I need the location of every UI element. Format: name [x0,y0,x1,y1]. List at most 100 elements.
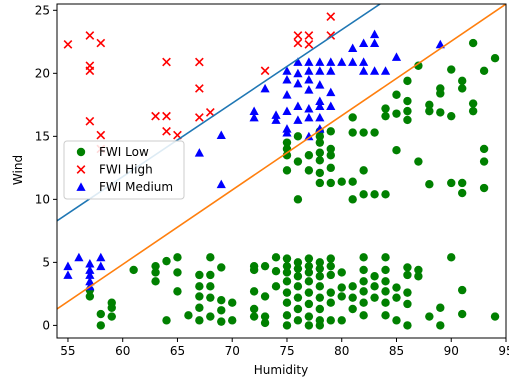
point-fwi-low [293,132,303,141]
point-fwi-low [359,253,368,262]
point-fwi-low [381,253,390,262]
point-fwi-low [436,108,445,117]
point-fwi-low [173,253,182,262]
point-fwi-low [151,261,160,271]
legend-box [63,140,185,200]
point-fwi-medium [63,270,73,279]
point-fwi-low [414,272,423,281]
point-fwi-medium [315,96,325,105]
point-fwi-medium [348,57,358,66]
point-fwi-low [479,66,489,76]
point-fwi-low [381,190,390,199]
point-fwi-medium [282,75,292,84]
point-fwi-low [359,190,368,199]
legend-marker-2 [76,165,86,174]
point-fwi-medium [359,66,369,75]
point-fwi-low [436,303,445,312]
point-fwi-low [479,144,489,154]
point-fwi-high [260,66,270,76]
point-fwi-low [457,76,467,86]
point-fwi-low [381,298,390,307]
point-fwi-low [457,178,467,188]
point-fwi-low [447,178,456,188]
point-fwi-low [337,316,346,325]
point-fwi-low [304,277,314,286]
point-fwi-low [468,99,478,108]
plot-clip-group [57,4,506,330]
point-fwi-low [304,288,314,297]
point-fwi-low [348,128,357,137]
point-fwi-low [304,151,314,160]
point-fwi-low [249,261,259,271]
x-axis-label: Humidity [254,363,308,377]
point-fwi-low [315,293,325,302]
point-fwi-medium [96,261,106,271]
point-fwi-low [392,293,401,302]
point-fwi-low [195,292,204,301]
point-fwi-low [228,298,237,307]
point-fwi-medium [391,52,402,61]
point-fwi-medium [348,43,358,53]
point-fwi-low [436,84,445,93]
point-fwi-low [260,312,270,321]
point-fwi-low [457,84,467,93]
point-fwi-low [403,263,412,272]
point-fwi-medium [315,57,325,66]
point-fwi-low [304,321,314,330]
point-fwi-low [392,316,401,325]
point-fwi-low [425,312,434,321]
point-fwi-low [315,168,325,178]
point-fwi-low [249,304,259,314]
point-fwi-low [403,115,412,125]
point-fwi-low [370,282,379,291]
point-fwi-low [282,311,292,320]
legend-label-2: FWI High [99,163,153,177]
point-fwi-low [468,38,478,48]
point-fwi-medium [304,104,314,113]
point-fwi-low [195,270,204,280]
point-fwi-high [96,130,106,140]
point-fwi-high [63,39,73,49]
point-fwi-low [326,261,335,271]
point-fwi-low [151,277,160,286]
legend-label-1: FWI Low [99,145,149,159]
point-fwi-low [457,309,467,319]
point-fwi-low [282,166,292,175]
point-fwi-low [195,282,204,291]
legend-label-3: FWI Medium [99,180,173,194]
point-fwi-low [304,268,314,277]
point-fwi-medium [260,83,270,93]
point-fwi-low [282,254,292,263]
point-fwi-low [425,180,434,189]
point-fwi-low [315,138,325,147]
point-fwi-high [85,116,95,126]
point-fwi-low [425,100,434,110]
point-fwi-medium [315,112,325,122]
plot-area [57,4,506,330]
point-fwi-medium [282,90,292,99]
point-fwi-low [326,151,335,160]
point-fwi-low [282,268,292,277]
x-tick-label-70: 70 [225,344,240,358]
point-fwi-medium [85,259,95,268]
point-fwi-low [162,256,171,266]
x-tick-label-80: 80 [334,344,349,358]
point-fwi-low [359,277,368,286]
point-fwi-high [195,57,204,67]
point-fwi-low [403,76,412,86]
legend: FWI Low FWI High FWI Medium [63,140,185,200]
point-fwi-medium [315,124,325,133]
point-fwi-medium [359,57,369,66]
point-fwi-low [271,253,281,262]
point-fwi-low [403,321,412,330]
point-fwi-low [326,127,335,136]
point-fwi-low [348,282,357,291]
point-fwi-low [337,268,346,277]
point-fwi-low [217,317,226,326]
point-fwi-low [381,277,390,286]
point-fwi-medium [304,85,314,94]
point-fwi-low [249,312,259,321]
x-tick-label-60: 60 [115,344,130,358]
point-fwi-medium [63,261,73,271]
point-fwi-low [403,106,412,116]
